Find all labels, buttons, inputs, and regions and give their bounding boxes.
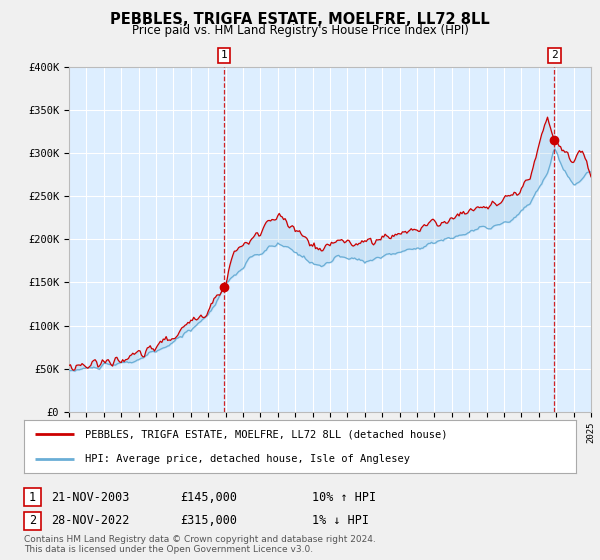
Text: £315,000: £315,000	[180, 514, 237, 528]
Text: 2: 2	[551, 50, 558, 60]
Text: HPI: Average price, detached house, Isle of Anglesey: HPI: Average price, detached house, Isle…	[85, 454, 410, 464]
Text: PEBBLES, TRIGFA ESTATE, MOELFRE, LL72 8LL: PEBBLES, TRIGFA ESTATE, MOELFRE, LL72 8L…	[110, 12, 490, 27]
Text: 28-NOV-2022: 28-NOV-2022	[51, 514, 130, 528]
Text: 1: 1	[220, 50, 227, 60]
Text: 1% ↓ HPI: 1% ↓ HPI	[312, 514, 369, 528]
Text: 2: 2	[29, 514, 36, 528]
Text: PEBBLES, TRIGFA ESTATE, MOELFRE, LL72 8LL (detached house): PEBBLES, TRIGFA ESTATE, MOELFRE, LL72 8L…	[85, 430, 447, 440]
Text: 10% ↑ HPI: 10% ↑ HPI	[312, 491, 376, 504]
Text: 1: 1	[29, 491, 36, 504]
Text: Price paid vs. HM Land Registry's House Price Index (HPI): Price paid vs. HM Land Registry's House …	[131, 24, 469, 36]
Text: £145,000: £145,000	[180, 491, 237, 504]
Text: 21-NOV-2003: 21-NOV-2003	[51, 491, 130, 504]
Text: Contains HM Land Registry data © Crown copyright and database right 2024.
This d: Contains HM Land Registry data © Crown c…	[24, 535, 376, 554]
